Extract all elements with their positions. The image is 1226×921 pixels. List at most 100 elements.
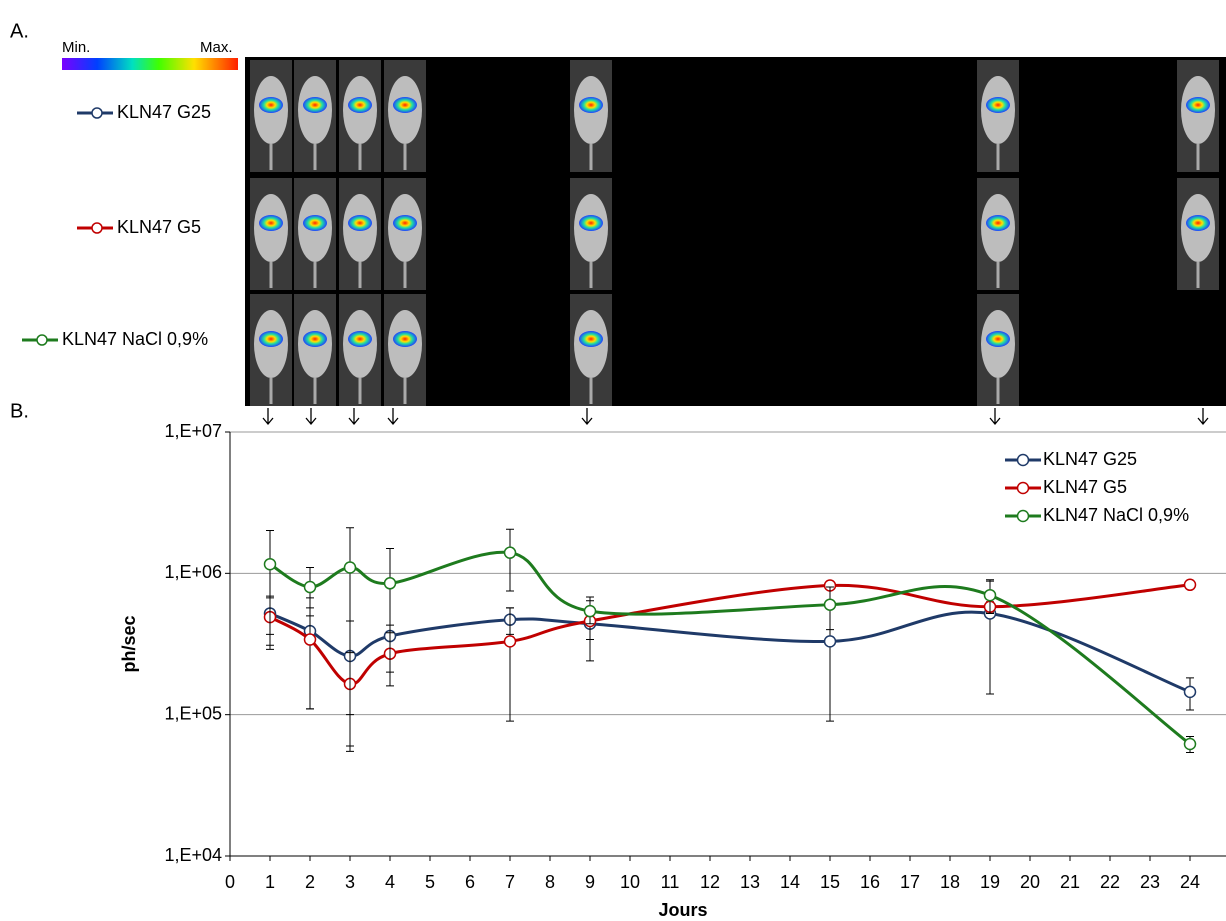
x-tick-label: 21 xyxy=(1060,872,1080,892)
row-label: KLN47 G25 xyxy=(117,102,211,122)
x-tick-label: 0 xyxy=(225,872,235,892)
error-bar xyxy=(346,527,354,716)
data-point xyxy=(503,546,517,559)
data-point xyxy=(503,635,517,648)
x-tick-label: 15 xyxy=(820,872,840,892)
signal xyxy=(348,215,372,231)
x-tick-label: 17 xyxy=(900,872,920,892)
signal xyxy=(1186,97,1210,113)
legend-marker xyxy=(1016,453,1030,467)
series-line xyxy=(269,583,1191,686)
signal xyxy=(393,215,417,231)
signal xyxy=(579,331,603,347)
signal xyxy=(348,97,372,113)
colorbar xyxy=(62,58,238,70)
arrow xyxy=(387,408,399,426)
signal xyxy=(259,97,283,113)
y-axis-label: ph/sec xyxy=(119,615,139,672)
y-tick-label: 1,E+06 xyxy=(164,562,222,582)
x-tick-label: 9 xyxy=(585,872,595,892)
data-point xyxy=(383,577,397,590)
error-bar xyxy=(506,607,514,722)
series-line xyxy=(269,550,1191,746)
data-point xyxy=(1183,737,1197,751)
arrow xyxy=(305,408,317,426)
x-tick-label: 24 xyxy=(1180,872,1200,892)
error-bar xyxy=(386,547,394,673)
error-bar xyxy=(306,607,314,710)
mouse-images xyxy=(250,60,1219,406)
x-tick-label: 7 xyxy=(505,872,515,892)
colorbar-max: Max. xyxy=(200,39,233,56)
x-tick-label: 6 xyxy=(465,872,475,892)
signal xyxy=(259,215,283,231)
legend-marker xyxy=(1016,509,1030,523)
legend-label: KLN47 NaCl 0,9% xyxy=(1043,505,1189,525)
x-tick-label: 4 xyxy=(385,872,395,892)
signal xyxy=(986,97,1010,113)
signal xyxy=(986,215,1010,231)
signal xyxy=(348,331,372,347)
legend-marker xyxy=(36,334,48,346)
legend-label: KLN47 G5 xyxy=(1043,477,1127,497)
data-point xyxy=(983,588,997,602)
arrow xyxy=(581,408,593,426)
signal xyxy=(393,331,417,347)
x-tick-label: 3 xyxy=(345,872,355,892)
signal xyxy=(986,331,1010,347)
data-point xyxy=(823,598,837,611)
x-tick-label: 5 xyxy=(425,872,435,892)
panel-label: A. xyxy=(10,20,29,42)
arrow xyxy=(989,408,1001,426)
x-tick-label: 16 xyxy=(860,872,880,892)
signal xyxy=(1186,215,1210,231)
x-tick-label: 19 xyxy=(980,872,1000,892)
legend-label: KLN47 G25 xyxy=(1043,449,1137,469)
arrows xyxy=(262,408,1209,426)
error-bar xyxy=(266,529,274,646)
legend-marker xyxy=(91,222,103,234)
y-tick-label: 1,E+07 xyxy=(164,421,222,441)
x-tick-label: 23 xyxy=(1140,872,1160,892)
row-label: KLN47 NaCl 0,9% xyxy=(62,329,208,349)
x-tick-label: 11 xyxy=(661,872,680,892)
x-tick-label: 20 xyxy=(1020,872,1040,892)
row-label: KLN47 G5 xyxy=(117,217,201,237)
data-point xyxy=(583,604,597,618)
x-tick-label: 22 xyxy=(1100,872,1120,892)
signal xyxy=(393,97,417,113)
x-tick-label: 12 xyxy=(700,872,720,892)
error-bar xyxy=(506,528,514,592)
signal xyxy=(579,97,603,113)
x-tick-label: 10 xyxy=(620,872,640,892)
data-point xyxy=(1183,578,1197,592)
x-tick-label: 2 xyxy=(305,872,315,892)
signal xyxy=(259,331,283,347)
data-point xyxy=(343,561,357,574)
data-point xyxy=(1183,685,1197,699)
y-tick-label: 1,E+05 xyxy=(164,703,222,723)
signal xyxy=(303,331,327,347)
legend-marker xyxy=(91,107,103,119)
x-tick-label: 14 xyxy=(780,872,800,892)
arrow xyxy=(1197,408,1209,426)
panel-label: B. xyxy=(10,400,29,422)
x-axis-label: Jours xyxy=(658,900,707,920)
signal xyxy=(303,215,327,231)
y-tick-label: 1,E+04 xyxy=(164,845,222,865)
arrow xyxy=(348,408,360,426)
x-tick-label: 18 xyxy=(940,872,960,892)
data-point xyxy=(303,633,317,646)
colorbar-min: Min. xyxy=(62,39,90,56)
signal xyxy=(579,215,603,231)
data-point xyxy=(263,557,277,571)
x-tick-label: 13 xyxy=(740,872,760,892)
arrow xyxy=(262,408,274,426)
x-tick-label: 8 xyxy=(545,872,555,892)
data-point xyxy=(303,580,317,594)
legend-marker xyxy=(1016,481,1030,495)
x-tick-label: 1 xyxy=(265,872,275,892)
signal xyxy=(303,97,327,113)
data-point xyxy=(823,635,837,648)
